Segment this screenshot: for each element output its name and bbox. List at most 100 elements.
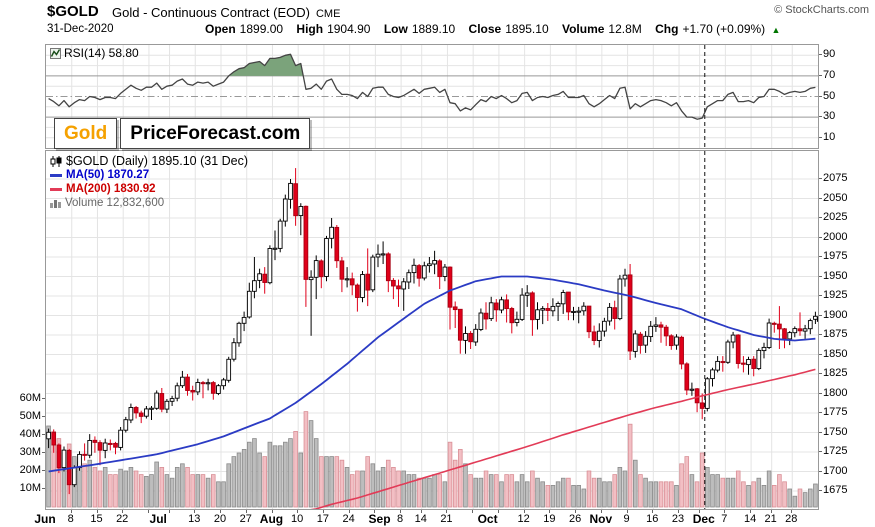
volume-axis-label: 60M <box>19 392 41 404</box>
x-tick <box>497 510 499 513</box>
x-axis-label: 13 <box>188 513 201 525</box>
price-tick <box>819 451 822 452</box>
rsi-tick <box>819 116 822 118</box>
x-tick <box>600 510 602 513</box>
ma50-color-swatch <box>50 173 62 177</box>
rsi-tick <box>819 136 822 138</box>
goldpriceforecast-logo[interactable]: Gold PriceForecast.com <box>54 118 311 149</box>
x-tick <box>698 510 700 513</box>
price-tick <box>819 490 822 491</box>
high-label: High <box>296 22 324 36</box>
price-tick <box>819 217 822 218</box>
x-axis-label: 28 <box>785 513 798 525</box>
price-tick <box>819 353 822 355</box>
x-tick <box>420 510 422 513</box>
x-tick <box>322 510 324 513</box>
rsi-axis-label: 50 <box>823 89 836 102</box>
rsi-tick <box>819 54 822 56</box>
volume-value: 12.8M <box>608 22 642 36</box>
price-tick <box>819 373 822 374</box>
x-axis-label: 21 <box>440 513 453 525</box>
x-axis-label: 22 <box>116 513 129 525</box>
x-tick <box>791 510 793 513</box>
candlestick-icon <box>50 155 62 167</box>
price-axis-label: 1800 <box>823 386 848 399</box>
x-axis-label: Jul <box>149 512 167 526</box>
rsi-axis-label: 10 <box>823 130 836 143</box>
x-axis-label: Oct <box>477 512 498 526</box>
x-tick <box>523 510 525 513</box>
x-tick <box>96 510 98 513</box>
close-value: 1895.10 <box>505 22 549 36</box>
x-axis-label: 7 <box>721 513 728 525</box>
price-tick <box>819 295 822 296</box>
x-axis-label: Dec <box>692 512 715 526</box>
x-axis-label: 19 <box>543 513 556 525</box>
legend-symbol-text: $GOLD (Daily) 1895.10 (31 Dec) <box>66 154 249 168</box>
open-label: Open <box>205 22 236 36</box>
x-axis-label: 14 <box>414 513 427 525</box>
x-tick <box>678 510 679 513</box>
rsi-tick <box>819 95 822 97</box>
price-panel <box>45 150 819 510</box>
price-axis-label: 2075 <box>823 172 848 184</box>
stockcharts-watermark[interactable]: © StockCharts.com <box>774 4 869 16</box>
high-value: 1904.90 <box>327 22 371 36</box>
x-axis-label: 17 <box>316 513 330 525</box>
price-tick <box>819 236 822 238</box>
price-axis-label: 1775 <box>823 406 848 418</box>
volume-label: Volume <box>561 22 605 36</box>
x-axis-label: 14 <box>743 513 757 525</box>
x-axis-label: Sep <box>368 512 391 526</box>
x-axis-label: Nov <box>589 512 613 526</box>
x-axis-label: 15 <box>90 513 103 525</box>
price-tick <box>819 392 822 394</box>
x-tick <box>348 510 350 513</box>
x-axis-label: Jun <box>34 512 56 526</box>
x-axis-label: 20 <box>213 513 227 525</box>
price-chart-svg <box>46 151 818 509</box>
price-axis-label: 1925 <box>823 289 848 301</box>
x-tick <box>770 510 772 513</box>
price-axis-label: 1700 <box>823 464 848 477</box>
volume-axis-label: 30M <box>19 446 41 458</box>
rsi-axis-label: 30 <box>823 110 836 123</box>
x-tick <box>297 510 299 513</box>
price-axis-label: 1675 <box>823 484 848 496</box>
rsi-axis-label: 90 <box>823 48 836 61</box>
rsi-axis-label: 70 <box>823 68 836 81</box>
volume-axis-label: 10M <box>19 482 41 494</box>
price-legend: $GOLD (Daily) 1895.10 (31 Dec) MA(50) 18… <box>50 154 248 210</box>
x-axis-label: 8 <box>67 513 74 525</box>
quote-row: Open 1899.00 High 1904.90 Low 1889.10 Close… <box>205 22 780 36</box>
price-axis-label: 1850 <box>823 347 848 360</box>
logo-gold-text[interactable]: Gold <box>54 118 118 149</box>
x-tick <box>168 510 170 513</box>
price-axis-label: 1875 <box>823 328 848 340</box>
volume-tick <box>42 398 45 399</box>
x-axis-label: 12 <box>517 513 530 525</box>
x-tick <box>245 510 247 513</box>
close-label: Close <box>468 22 502 36</box>
price-tick <box>819 431 822 433</box>
price-axis-label: 2050 <box>823 191 848 204</box>
price-tick <box>819 256 822 257</box>
x-tick <box>472 510 474 513</box>
x-tick <box>750 510 752 513</box>
x-tick <box>626 510 628 513</box>
open-value: 1899.00 <box>239 22 284 36</box>
x-axis-label: 24 <box>342 513 355 525</box>
price-tick <box>819 178 822 179</box>
logo-priceforecast-text[interactable]: PriceForecast.com <box>120 118 311 149</box>
legend-volume-text: Volume 12,832,600 <box>65 197 165 209</box>
volume-tick <box>42 416 45 417</box>
x-tick <box>220 510 221 513</box>
x-tick <box>70 510 72 513</box>
x-axis-label: 8 <box>397 513 404 525</box>
price-tick <box>819 412 822 413</box>
x-tick <box>549 510 551 513</box>
price-tick <box>819 470 822 472</box>
rsi-legend: RSI(14) 58.80 <box>50 46 139 60</box>
x-tick <box>400 510 402 513</box>
volume-axis-label: 20M <box>19 464 41 476</box>
